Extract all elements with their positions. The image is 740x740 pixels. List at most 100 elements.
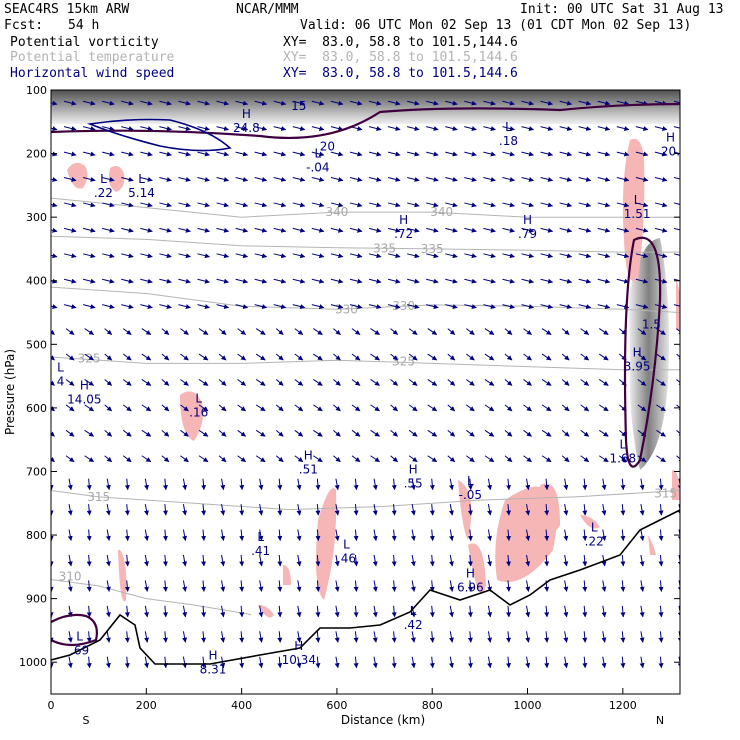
wind-arrow: [483, 278, 496, 284]
wind-arrow: [102, 100, 115, 106]
wind-arrow: [105, 554, 111, 567]
wind-arrow: [140, 100, 153, 106]
wind-arrow: [620, 580, 626, 592]
plot-frame: [50, 89, 681, 695]
pv-contour-lower-left: [51, 613, 98, 647]
wind-arrow: [368, 151, 382, 157]
wind-arrow: [467, 605, 473, 618]
wind-arrow: [582, 478, 588, 491]
wind-arrow: [239, 580, 245, 592]
extremum-marker-14: L: [195, 391, 202, 405]
wind-arrow: [294, 328, 304, 336]
wind-arrow: [502, 151, 515, 157]
extremum-value-1: 15: [291, 99, 306, 113]
convective-shading-2: [180, 391, 203, 441]
wind-arrow: [216, 278, 230, 284]
wind-arrow: [677, 554, 680, 567]
wind-arrow: [368, 202, 382, 208]
wind-arrow: [676, 328, 680, 335]
wind-arrow: [483, 227, 496, 233]
extremum-value-23: .42: [404, 618, 423, 632]
wind-arrow: [464, 278, 477, 284]
wind-arrow: [541, 455, 552, 463]
x-tick-label-4: 800: [422, 699, 443, 712]
wind-arrow: [201, 529, 207, 542]
wind-arrow: [51, 151, 58, 157]
wind-arrow: [467, 631, 473, 643]
wind-arrow: [654, 126, 668, 131]
wind-arrow: [466, 455, 475, 463]
wind-arrow: [484, 429, 495, 437]
wind-arrow: [597, 202, 611, 208]
wind-arrow: [235, 100, 249, 106]
extremum-value-3: .22: [94, 186, 113, 200]
wind-arrow: [258, 478, 264, 491]
wind-arrow: [447, 429, 456, 437]
wind-arrow: [124, 478, 130, 491]
wind-arrow: [277, 631, 283, 643]
wind-arrow: [124, 605, 130, 618]
wind-arrow: [408, 379, 418, 386]
wind-arrow: [311, 126, 325, 131]
wind-arrow: [521, 202, 535, 208]
wind-arrow: [237, 328, 247, 336]
wind-arrow: [296, 478, 302, 491]
extremum-value-7: .79: [518, 227, 537, 241]
wind-arrow: [506, 554, 512, 567]
wind-arrow: [313, 379, 323, 386]
extremum-marker-23: L: [410, 604, 417, 618]
wind-arrow: [429, 656, 435, 669]
wind-arrow: [426, 126, 439, 131]
wind-arrow: [353, 656, 359, 669]
wind-arrow: [521, 100, 535, 106]
wind-arrow: [676, 379, 680, 386]
wind-arrow: [144, 656, 149, 669]
extremum-marker-17: L: [467, 474, 474, 488]
wind-arrow: [561, 404, 570, 412]
wind-arrow: [523, 328, 532, 336]
wind-arrow: [178, 126, 191, 131]
wind-arrow: [521, 304, 535, 310]
wind-arrow: [578, 176, 592, 182]
wind-arrow: [580, 379, 590, 386]
extremum-marker-6: H: [399, 213, 408, 227]
wind-arrow: [484, 328, 495, 336]
wind-arrow: [182, 656, 188, 669]
wind-arrow: [315, 529, 321, 542]
wind-arrow: [484, 455, 495, 463]
wind-arrow: [162, 529, 168, 542]
wind-arrow: [255, 455, 266, 463]
wind-arrow: [220, 554, 226, 567]
wind-arrow: [449, 478, 454, 491]
wind-arrow: [561, 429, 570, 437]
wind-arrow: [51, 227, 58, 233]
wind-arrow: [254, 100, 268, 106]
convective-shading-14: [648, 535, 656, 555]
wind-arrow: [159, 278, 172, 284]
wind-arrow: [277, 580, 283, 592]
wind-arrow: [63, 227, 77, 233]
wind-arrow: [218, 379, 227, 386]
wind-arrow: [216, 304, 230, 310]
wind-arrow: [144, 554, 149, 567]
wind-arrow: [676, 429, 680, 437]
wind-arrow: [544, 529, 550, 542]
wind-arrow: [258, 656, 264, 669]
pv-contour-right: [623, 236, 662, 468]
wind-arrow: [197, 278, 210, 284]
wind-arrow: [292, 278, 306, 284]
wind-arrow: [237, 379, 247, 386]
wind-arrow: [372, 478, 378, 491]
wind-arrow: [544, 631, 550, 643]
wind-arrow: [544, 554, 550, 567]
wind-arrow: [178, 278, 191, 284]
wind-arrow: [296, 504, 302, 516]
wind-arrow: [563, 580, 569, 592]
wind-arrow: [521, 227, 535, 233]
wind-arrow: [102, 151, 115, 157]
wind-arrow: [220, 605, 226, 618]
wind-arrow: [561, 353, 570, 361]
extremum-value-10: 1.51: [624, 207, 651, 221]
wind-arrow: [140, 176, 153, 182]
shading-right-pv: [628, 238, 669, 470]
